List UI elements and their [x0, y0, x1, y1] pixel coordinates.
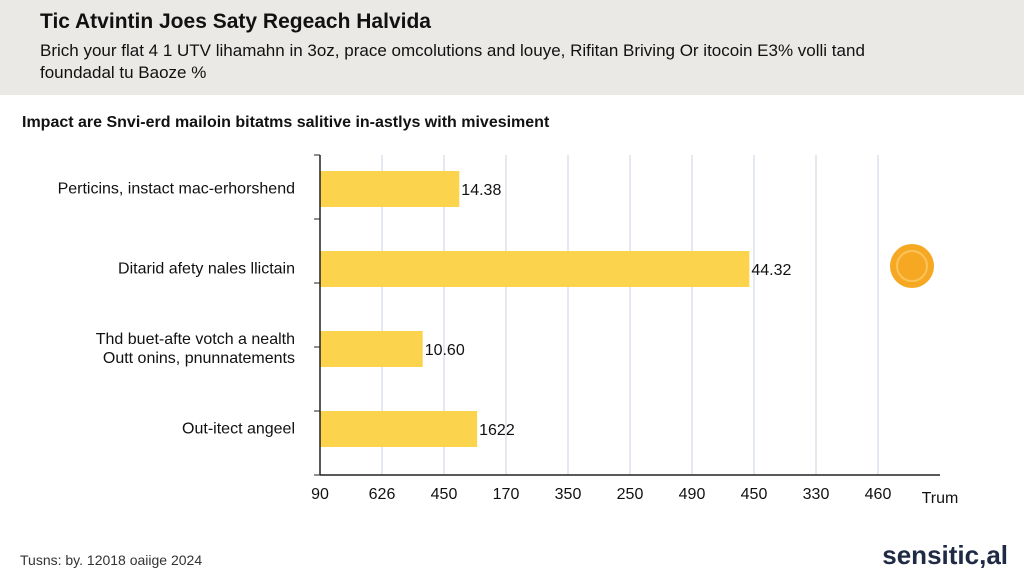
y-tick-label: Ditarid afety nales llictain	[118, 260, 295, 278]
x-tick-label: 626	[369, 486, 396, 503]
logo: sensitic,al	[882, 540, 1008, 570]
bitcoin-icon-ring	[896, 250, 928, 282]
bar	[320, 411, 478, 447]
x-tick-label: 170	[493, 486, 520, 503]
x-tick-label: 250	[617, 486, 644, 503]
x-tick-label: 350	[555, 486, 582, 503]
x-axis-label: Trum	[922, 490, 959, 507]
x-tick-label: 490	[679, 486, 706, 503]
y-tick-label: Out-itect angeel	[182, 420, 295, 438]
x-tick-label: 90	[311, 486, 329, 503]
title: Tic Atvintin Joes Saty Regeach Halvida	[40, 10, 431, 33]
x-tick-label: 330	[803, 486, 830, 503]
bar	[320, 331, 423, 367]
bar	[320, 251, 750, 287]
subtitle: Brich your flat 4 1 UTV lihamahn in 3oz,…	[40, 41, 865, 82]
value-label: 44.32	[751, 262, 791, 279]
x-tick-label: 450	[431, 486, 458, 503]
bar	[320, 171, 460, 207]
header	[0, 0, 1024, 95]
value-label: 10.60	[425, 342, 465, 359]
value-label: 1622	[479, 422, 515, 439]
source: Tusns: by. 12018 oaiige 2024	[20, 552, 203, 568]
x-tick-label: 450	[741, 486, 768, 503]
y-tick-label: Thd buet-afte votch a nealth Outt onins,…	[95, 331, 295, 367]
x-tick-label: 460	[865, 486, 892, 503]
value-label: 14.38	[461, 182, 501, 199]
y-tick-label: Perticins, instact mac-erhorshend	[57, 180, 295, 198]
chart-title: Impact are Snvi-erd mailoin bitatms sali…	[22, 114, 550, 131]
